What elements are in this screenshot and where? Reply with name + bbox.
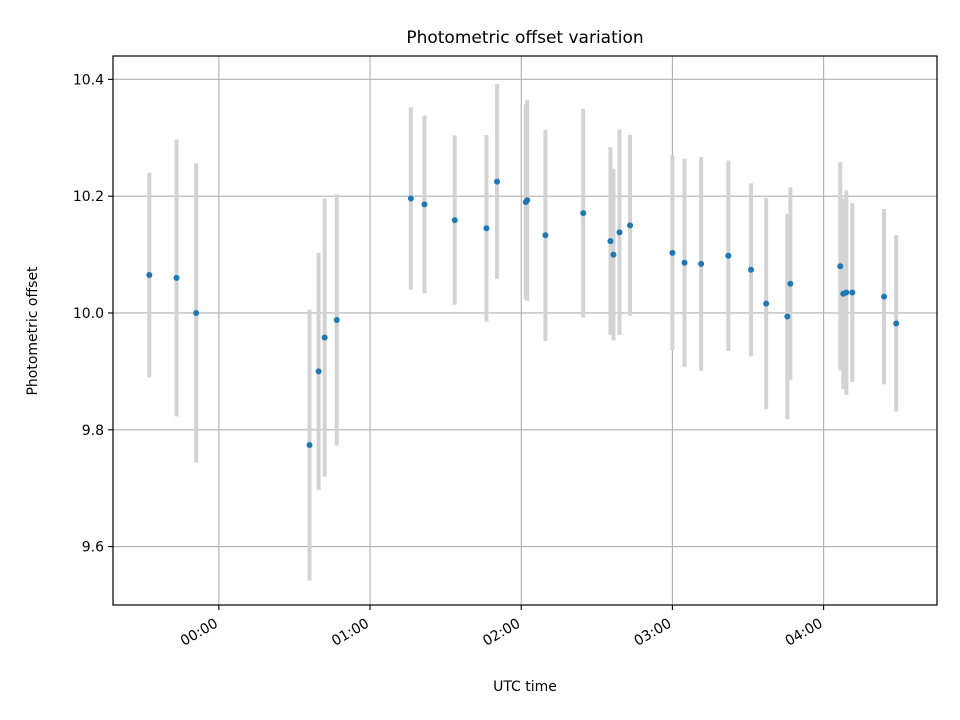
- data-point: [524, 197, 531, 204]
- data-point: [787, 280, 794, 287]
- y-tick-label: 10.0: [73, 306, 104, 322]
- data-point: [698, 260, 705, 267]
- data-point: [843, 289, 850, 296]
- data-point: [725, 252, 732, 259]
- y-axis-label: Photometric offset: [25, 266, 41, 396]
- data-point: [784, 313, 791, 320]
- data-point: [748, 266, 755, 273]
- data-point: [333, 316, 340, 323]
- data-point: [849, 289, 856, 296]
- data-point: [837, 263, 844, 270]
- chart-title: Photometric offset variation: [406, 28, 643, 48]
- data-point: [193, 309, 200, 316]
- plot-area-frame: [112, 55, 938, 606]
- data-point: [627, 222, 634, 229]
- data-point: [610, 251, 617, 258]
- data-point: [315, 368, 322, 375]
- y-tick-label: 9.8: [82, 423, 104, 439]
- data-point: [173, 274, 180, 281]
- data-point: [306, 441, 313, 448]
- data-point: [483, 225, 490, 232]
- data-point: [407, 195, 414, 202]
- data-point: [580, 210, 587, 217]
- data-point: [451, 217, 458, 224]
- data-point: [616, 229, 623, 236]
- y-axis-ticks: 9.6 9.8 10.0 10.2 10.4: [73, 72, 113, 556]
- y-tick-label: 9.6: [82, 540, 104, 556]
- data-point: [494, 178, 501, 185]
- data-point: [146, 272, 153, 279]
- data-point: [607, 238, 614, 245]
- data-point: [881, 293, 888, 300]
- data-point: [421, 201, 428, 208]
- y-tick-label: 10.4: [73, 72, 104, 88]
- x-axis-label: UTC time: [493, 679, 557, 695]
- data-point: [763, 300, 770, 307]
- data-point: [893, 320, 900, 327]
- data-point: [542, 232, 549, 239]
- data-point: [681, 259, 688, 266]
- data-points: [146, 178, 900, 448]
- data-point: [321, 334, 328, 341]
- data-point: [669, 249, 676, 256]
- y-tick-label: 10.2: [73, 189, 104, 205]
